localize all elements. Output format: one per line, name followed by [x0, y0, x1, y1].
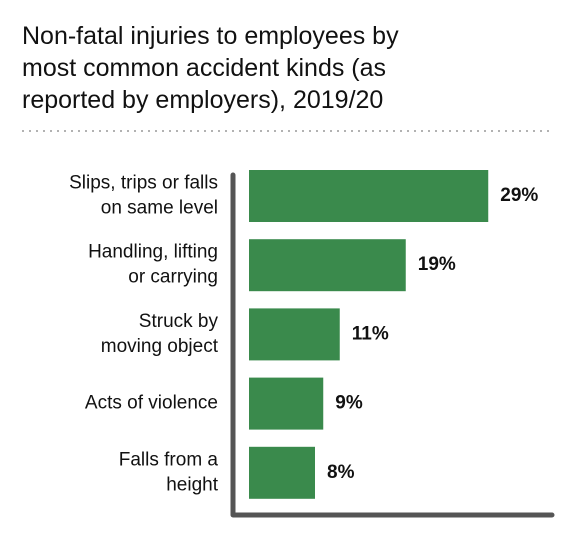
category-label: Falls from a height: [119, 449, 219, 495]
value-label: 29%: [500, 185, 538, 206]
chart-title: Non-fatal injuries to employees by most c…: [22, 22, 399, 114]
category-label: Slips, trips or falls on same level: [69, 173, 218, 219]
bar: [249, 377, 324, 430]
value-label: 9%: [335, 393, 363, 414]
bar: [249, 170, 489, 222]
value-label: 11%: [352, 323, 389, 344]
value-label: 19%: [418, 254, 456, 275]
bar: [249, 308, 340, 361]
category-label: Struck by moving object: [101, 311, 219, 357]
plot: Slips, trips or falls on same level 29% Han…: [69, 170, 538, 499]
value-label: 8%: [327, 462, 355, 483]
bar: [249, 446, 315, 499]
bar: [249, 239, 406, 292]
category-label: Handling, lifting or carrying: [88, 242, 218, 288]
axis: [230, 172, 555, 518]
category-label: Acts of violence: [85, 393, 218, 414]
